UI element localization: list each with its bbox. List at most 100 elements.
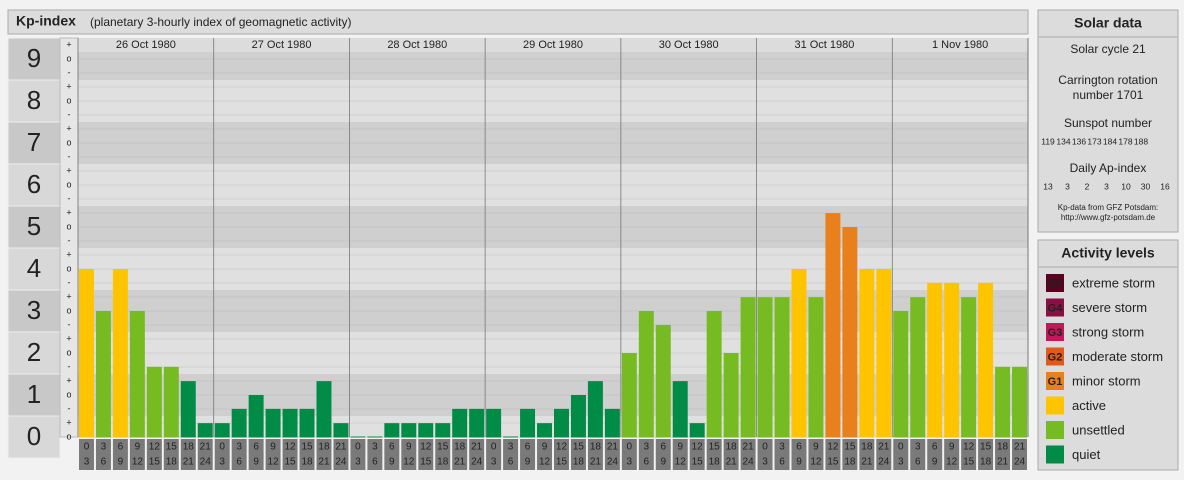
hour-cell bbox=[825, 439, 841, 470]
hour-cell bbox=[842, 439, 858, 470]
hour-label: 9 bbox=[118, 457, 124, 468]
hour-label: 9 bbox=[542, 442, 548, 453]
hour-cell bbox=[995, 439, 1011, 470]
bar bbox=[418, 423, 434, 437]
hour-cell bbox=[554, 439, 569, 470]
legend-badge: G3 bbox=[1048, 327, 1063, 339]
hour-label: 6 bbox=[101, 457, 107, 468]
y-tick-label: 2 bbox=[27, 337, 41, 367]
hour-label: 9 bbox=[677, 442, 683, 453]
hour-label: 15 bbox=[149, 457, 161, 468]
hour-cell bbox=[333, 439, 349, 470]
y-tick-label: 8 bbox=[27, 85, 41, 115]
bar bbox=[112, 269, 128, 437]
sunspot-value: 136 bbox=[1072, 136, 1086, 146]
hour-cell bbox=[79, 439, 94, 470]
hour-cell bbox=[180, 439, 196, 470]
hour-cell bbox=[537, 439, 552, 470]
hour-label: 18 bbox=[437, 457, 449, 468]
bar bbox=[520, 408, 536, 437]
hour-cell bbox=[435, 439, 451, 470]
minor-tick-label: o bbox=[66, 179, 71, 189]
hour-label: 21 bbox=[743, 442, 755, 453]
hour-cell bbox=[570, 439, 586, 470]
hour-label: 18 bbox=[997, 442, 1009, 453]
hour-cell bbox=[757, 439, 773, 470]
hour-label: 18 bbox=[590, 442, 602, 453]
minor-tick-label: + bbox=[66, 81, 71, 91]
hour-cell bbox=[265, 439, 281, 470]
bar bbox=[825, 213, 841, 437]
hour-label: 24 bbox=[607, 457, 619, 468]
hour-label: 0 bbox=[491, 442, 497, 453]
hour-cell bbox=[248, 439, 264, 470]
bar bbox=[859, 269, 875, 437]
hour-label: 9 bbox=[406, 442, 412, 453]
hour-label: 0 bbox=[627, 442, 633, 453]
y-tick-label: 7 bbox=[27, 127, 41, 157]
hour-label: 12 bbox=[420, 442, 432, 453]
minor-tick-label: o bbox=[66, 347, 71, 357]
bar bbox=[554, 408, 569, 437]
hour-label: 3 bbox=[101, 442, 107, 453]
ap-value: 13 bbox=[1043, 181, 1053, 191]
hour-label: 3 bbox=[355, 457, 361, 468]
ap-value: 10 bbox=[1121, 181, 1131, 191]
hour-label: 18 bbox=[726, 442, 738, 453]
bar bbox=[129, 311, 145, 437]
date-label: 29 Oct 1980 bbox=[523, 39, 583, 51]
ap-value: 2 bbox=[1085, 181, 1090, 191]
bar bbox=[570, 395, 586, 437]
hour-label: 12 bbox=[692, 442, 704, 453]
bar bbox=[893, 311, 909, 437]
legend-swatch bbox=[1046, 396, 1064, 415]
hour-label: 6 bbox=[915, 457, 921, 468]
hour-label: 9 bbox=[796, 457, 802, 468]
bar bbox=[638, 311, 654, 437]
hour-label: 18 bbox=[318, 442, 330, 453]
hour-label: 24 bbox=[200, 457, 212, 468]
hour-label: 15 bbox=[963, 457, 975, 468]
legend-label: active bbox=[1072, 398, 1106, 413]
bar bbox=[435, 423, 451, 437]
hour-cell bbox=[418, 439, 434, 470]
hour-cell bbox=[621, 439, 637, 470]
hour-label: 3 bbox=[236, 442, 242, 453]
hour-label: 12 bbox=[403, 457, 415, 468]
minor-tick-label: - bbox=[68, 319, 71, 329]
hour-label: 21 bbox=[183, 457, 195, 468]
hour-label: 15 bbox=[844, 442, 856, 453]
hour-cell bbox=[299, 439, 315, 470]
hour-cell bbox=[129, 439, 145, 470]
hour-label: 18 bbox=[709, 457, 721, 468]
hour-cell bbox=[197, 439, 213, 470]
hour-label: 6 bbox=[644, 457, 650, 468]
legend-badge: G4 bbox=[1048, 302, 1064, 314]
hour-label: 12 bbox=[810, 457, 822, 468]
hour-label: 21 bbox=[861, 457, 873, 468]
hour-cell bbox=[638, 439, 654, 470]
hour-cell bbox=[978, 439, 994, 470]
bar bbox=[469, 408, 485, 437]
minor-tick-label: + bbox=[66, 291, 71, 301]
sunspot-value: 188 bbox=[1134, 136, 1148, 146]
hour-label: 18 bbox=[166, 457, 178, 468]
hour-label: 9 bbox=[253, 457, 259, 468]
hour-cell bbox=[859, 439, 875, 470]
bar bbox=[401, 423, 417, 437]
hour-cell bbox=[350, 439, 366, 470]
minor-tick-label: + bbox=[66, 333, 71, 343]
date-label: 28 Oct 1980 bbox=[387, 39, 447, 51]
ap-value: 30 bbox=[1141, 181, 1151, 191]
hour-label: 3 bbox=[491, 457, 497, 468]
hour-label: 21 bbox=[997, 457, 1009, 468]
hour-label: 12 bbox=[284, 442, 296, 453]
y-tick-label: 0 bbox=[27, 421, 41, 451]
hour-label: 18 bbox=[454, 442, 466, 453]
sunspot-title: Sunspot number bbox=[1064, 116, 1152, 130]
hour-label: 0 bbox=[762, 442, 768, 453]
minor-tick-label: o bbox=[66, 221, 71, 231]
hour-label: 21 bbox=[607, 442, 619, 453]
hour-label: 18 bbox=[861, 442, 873, 453]
ap-value: 3 bbox=[1065, 181, 1070, 191]
